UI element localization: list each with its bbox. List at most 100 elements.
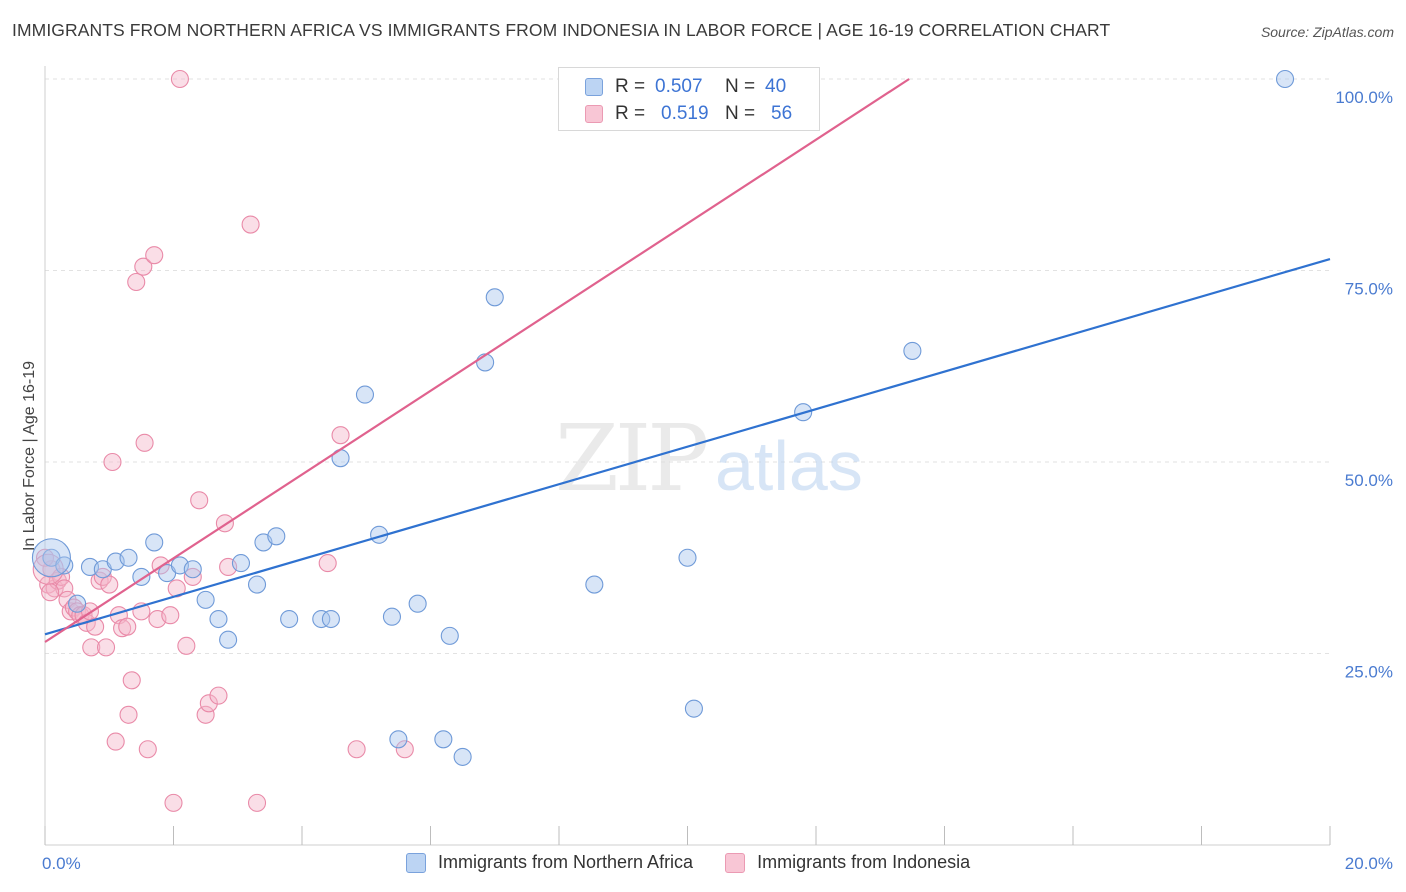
watermark-atlas: atlas [715,427,863,505]
legend-row-pink: R = 0.519 N = 56 [559,100,792,128]
y-tick-label-1: 50.0% [1345,471,1393,490]
legend-swatch-blue [585,78,603,96]
y-tick-label-2: 75.0% [1345,280,1393,299]
bottom-legend-label-blue: Immigrants from Northern Africa [438,852,694,872]
northern-africa-point-21 [321,609,340,629]
indonesia-point-30 [138,740,157,759]
northern-africa-point-29 [440,626,459,645]
indonesia-point-38 [170,69,189,89]
legend-n-label: N = [725,103,756,124]
northern-africa-point-13 [209,609,228,629]
chart-title: IMMIGRANTS FROM NORTHERN AFRICA VS IMMIG… [12,20,1111,40]
x-tick-label-1: 20.0% [1345,854,1393,873]
legend-r-value: 0.519 [661,103,709,124]
northern-africa-point-11 [183,560,202,579]
legend-box: R = 0.507 N = 40 R = 0.519 N = 56 [558,67,820,131]
legend-r-label: R = [615,76,646,97]
legend-n-label: N = [725,76,756,97]
indonesia-point-42 [196,705,215,724]
northern-africa-point-6 [119,548,138,567]
indonesia-point-43 [199,694,218,713]
bottom-legend-label-pink: Immigrants from Indonesia [757,852,971,872]
indonesia-point-29 [134,257,153,276]
northern-africa-point-30 [453,747,472,766]
indonesia-point-19 [100,575,119,594]
northern-africa-point-33 [585,575,604,594]
northern-africa-point-16 [247,575,267,594]
indonesia-point-44 [209,686,228,705]
northern-africa-point-25 [382,607,402,626]
indonesia-point-17 [93,567,112,586]
northern-africa-point-39 [1275,69,1295,89]
axes [44,66,1331,846]
bottom-legend-swatch-pink [725,852,746,873]
bottom-legend-item-blue: Immigrants from Northern Africa [406,852,693,873]
indonesia-point-24 [118,617,137,636]
indonesia-point-54 [35,548,55,567]
northern-africa-point-8 [145,533,164,552]
northern-africa-point-23 [355,385,375,404]
legend-r-label: R = [615,103,646,124]
y-tick-label-0: 25.0% [1345,663,1393,682]
trend-line-northern-africa [44,257,1331,636]
indonesia-point-25 [119,705,138,724]
tick-labels: 25.0% 50.0% 75.0% 100.0% 0.0% 20.0% [42,88,1393,873]
indonesia-point-34 [135,433,154,452]
indonesia-point-55 [41,583,60,602]
northern-africa-point-1 [55,556,74,575]
indonesia-point-27 [127,272,146,292]
northern-africa-point-large [31,538,71,578]
northern-africa-point-26 [389,730,408,749]
indonesia-point-51 [347,740,366,759]
legend-n-value: 40 [765,76,787,97]
indonesia-point-52 [395,740,414,759]
indonesia-point-47 [241,215,260,234]
watermark: ZIP atlas [555,405,863,512]
bottom-legend-swatch-blue [406,852,426,873]
y-tick-label-3: 100.0% [1335,88,1393,107]
indonesia-point-20 [103,452,122,472]
indonesia-point-5 [55,579,74,598]
northern-africa-point-28 [434,730,453,749]
bottom-legend-item-pink: Immigrants from Indonesia [725,852,970,873]
bottom-legend: Immigrants from Northern Africa Immigran… [406,852,1002,873]
indonesia-point-15 [86,617,105,636]
trend-lines [44,78,1331,643]
legend-row-blue: R = 0.507 N = 40 [559,73,786,101]
northern-africa-point-18 [267,527,286,546]
watermark-zip: ZIP [555,405,706,512]
indonesia-point-39 [177,636,196,655]
northern-africa-point-32 [485,288,504,307]
indonesia-point-36 [164,793,183,812]
northern-africa-point-38 [903,341,922,360]
indonesia-point-26 [122,671,141,690]
source-label: Source: ZipAtlas.com [1260,24,1394,40]
legend-r-value: 0.507 [655,76,703,97]
northern-africa-point-35 [678,548,697,567]
series-northern-africa-points [31,69,1295,766]
northern-africa-point-36 [684,699,703,718]
indonesia-point-14 [82,638,101,657]
indonesia-point-48 [247,793,267,812]
indonesia-point-18 [96,638,116,657]
indonesia-point-41 [190,491,209,510]
indonesia-point-50 [331,426,350,445]
northern-africa-point-14 [219,630,238,649]
indonesia-point-49 [318,554,337,573]
trend-line-indonesia [44,78,910,643]
northern-africa-point-27 [408,594,427,613]
x-tick-label-0: 0.0% [42,854,81,873]
legend-n-value: 56 [771,103,793,124]
northern-africa-point-2 [68,594,87,613]
y-axis-label: In Labor Force | Age 16-19 [21,361,38,551]
indonesia-point-35 [161,606,180,625]
indonesia-point-40 [183,567,202,586]
legend-swatch-pink [585,105,603,123]
northern-africa-point-20 [312,609,331,629]
northern-africa-point-19 [280,609,299,629]
northern-africa-point-15 [231,554,251,573]
indonesia-point-31 [145,246,164,265]
northern-africa-point-12 [196,590,215,609]
indonesia-point-21 [106,732,125,751]
